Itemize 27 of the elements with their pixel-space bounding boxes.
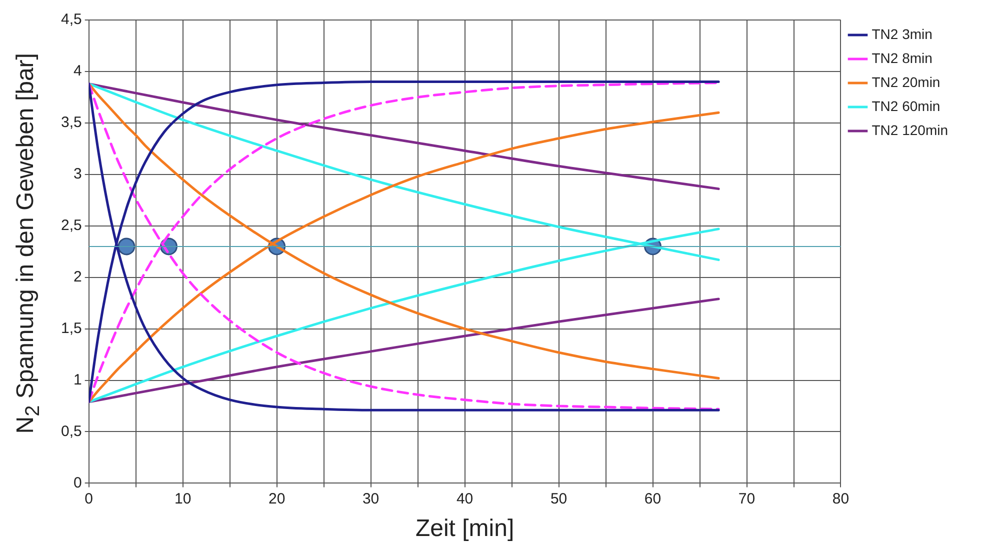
y-tick-label: 0,5 (60, 422, 82, 440)
legend-label: TN2 3min (872, 26, 932, 42)
x-tick-label: 50 (550, 490, 568, 508)
line-series (88, 298, 720, 404)
y-tick-label: 0 (74, 474, 82, 492)
x-tick-label: 70 (738, 490, 756, 508)
x-tick-label: 20 (268, 490, 286, 508)
legend-label: TN2 120min (872, 122, 948, 138)
y-tick-label: 3 (74, 166, 82, 183)
x-tick-label: 10 (174, 490, 192, 508)
y-tick-label: 4 (74, 62, 82, 80)
y-tick-label: 2,5 (60, 217, 82, 234)
y-tick-label: 1 (74, 371, 82, 388)
legend-label: TN2 20min (872, 74, 940, 90)
x-tick-label: 0 (84, 490, 94, 508)
x-axis-title: Zeit [min] (415, 515, 514, 542)
line-series (88, 82, 720, 190)
y-tick-label: 1,5 (60, 320, 82, 337)
y-tick-label: 3,5 (60, 114, 82, 132)
x-tick-label: 40 (456, 490, 474, 508)
legend-label: TN2 8min (872, 50, 932, 66)
x-tick-label: 80 (832, 490, 850, 508)
x-tick-label: 30 (362, 490, 380, 508)
legend-label: TN2 60min (872, 98, 940, 114)
x-tick-label: 60 (644, 490, 662, 508)
y-tick-label: 4,5 (60, 11, 82, 28)
y-tick-label: 2 (74, 268, 82, 286)
